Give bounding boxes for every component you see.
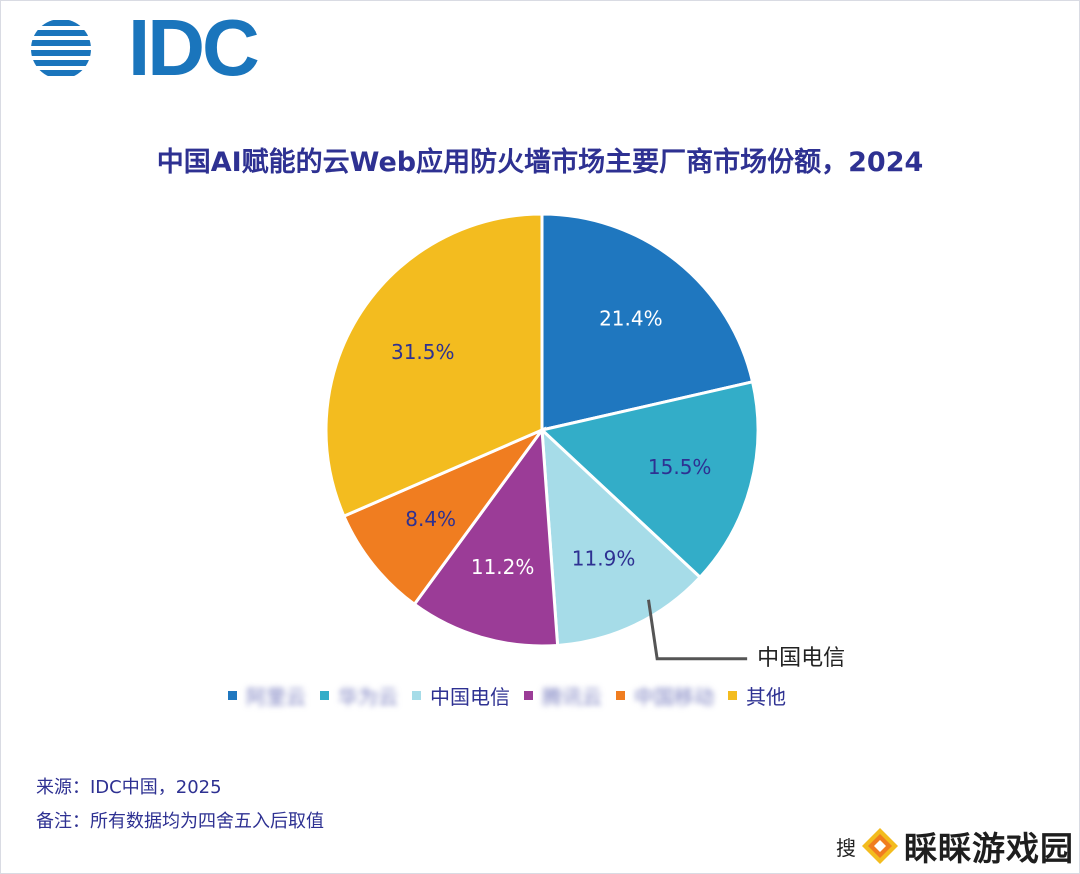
slice-value-label-4: 8.4% — [405, 507, 456, 531]
chart-legend: 阿里云 华为云 中国电信 腾讯云 中国移动 其他 — [228, 681, 786, 709]
legend-label-3: 腾讯云 — [542, 684, 602, 709]
pie-slice-5 — [324, 212, 544, 519]
watermark: 搜 睬睬游戏园 — [836, 822, 1074, 870]
globe-logo-icon — [31, 20, 91, 76]
legend-item-2: 中国电信 — [412, 681, 510, 710]
slice-value-label-2: 11.9% — [572, 547, 636, 571]
watermark-logo-icon — [862, 828, 898, 864]
watermark-prefix: 搜 — [836, 835, 856, 860]
pie-slice-2 — [540, 426, 703, 648]
pie-slice-0 — [540, 212, 755, 432]
legend-item-3: 腾讯云 — [524, 681, 602, 710]
rounding-note: 备注：所有数据均为四舍五入后取值 — [36, 811, 324, 832]
logo-text: IDC — [128, 3, 260, 92]
pie-slice-4 — [341, 426, 547, 607]
callout-label: 中国电信 — [757, 646, 845, 671]
legend-item-1: 华为云 — [320, 681, 398, 710]
legend-swatch-4 — [616, 690, 625, 700]
callout-line — [647, 599, 748, 661]
legend-label-4: 中国移动 — [634, 684, 714, 709]
legend-swatch-5 — [728, 690, 737, 700]
watermark-text: 睬睬游戏园 — [904, 829, 1074, 868]
slice-value-label-1: 15.5% — [648, 455, 712, 479]
legend-item-0: 阿里云 — [228, 681, 306, 710]
source-note: 来源：IDC中国，2025 — [36, 777, 222, 798]
pie-slice-1 — [538, 380, 760, 580]
legend-swatch-3 — [524, 690, 533, 700]
legend-label-2: 中国电信 — [430, 684, 510, 709]
legend-item-4: 中国移动 — [616, 681, 714, 710]
legend-swatch-1 — [320, 690, 329, 700]
legend-label-1: 华为云 — [338, 684, 398, 709]
idc-logo: IDC — [30, 8, 260, 88]
legend-label-0: 阿里云 — [246, 684, 306, 709]
slice-value-label-0: 21.4% — [599, 307, 663, 331]
pie-slice-3 — [412, 425, 560, 648]
slice-value-label-5: 31.5% — [391, 340, 455, 364]
legend-item-5: 其他 — [728, 681, 786, 710]
chart-title: 中国AI赋能的云Web应用防火墙市场主要厂商市场份额，2024 — [156, 147, 924, 178]
slice-value-label-3: 11.2% — [471, 555, 535, 579]
legend-label-5: 其他 — [746, 684, 786, 709]
legend-swatch-0 — [228, 690, 237, 700]
legend-swatch-2 — [412, 690, 421, 700]
